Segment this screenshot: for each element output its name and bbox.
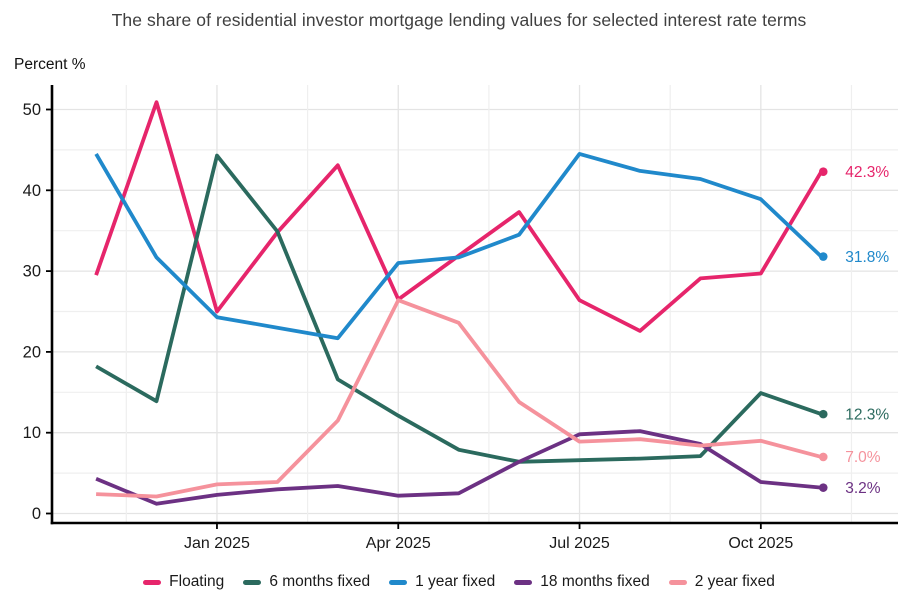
legend-label: 6 months fixed <box>269 573 371 590</box>
series-line-6-months-fixed <box>95 153 822 464</box>
end-label-floating: 42.3% <box>845 164 889 181</box>
legend-item-floating: Floating <box>143 573 224 591</box>
end-dot-floating <box>818 167 828 177</box>
end-dot-2-year-fixed <box>818 452 828 462</box>
legend-item-1-year-fixed: 1 year fixed <box>389 573 495 591</box>
y-axis-title: Percent % <box>14 56 86 73</box>
end-label-6-months-fixed: 12.3% <box>845 406 889 423</box>
end-dot-1-year-fixed <box>818 252 828 261</box>
y-tick-label: 20 <box>23 343 41 361</box>
y-tick-label: 10 <box>23 424 41 442</box>
legend-swatch-floating-icon <box>143 579 162 585</box>
y-tick-label: 30 <box>23 263 41 281</box>
end-label-18-months-fixed: 3.2% <box>845 480 881 497</box>
x-tick-label: Jan 2025 <box>184 535 250 552</box>
y-tick-label: 0 <box>32 505 41 523</box>
chart-title: The share of residential investor mortga… <box>111 10 807 30</box>
legend-swatch-1-year-fixed-icon <box>389 579 408 585</box>
end-label-2-year-fixed: 7.0% <box>845 449 881 466</box>
legend-swatch-6-months-fixed-icon <box>243 579 262 585</box>
end-dot-18-months-fixed <box>818 483 828 492</box>
legend-label: 2 year fixed <box>694 573 775 590</box>
x-tick-label: Jul 2025 <box>549 535 610 552</box>
end-dot-6-months-fixed <box>818 409 828 419</box>
legend-label: 18 months fixed <box>540 573 650 590</box>
end-label-1-year-fixed: 31.8% <box>845 249 889 266</box>
x-tick-label: Apr 2025 <box>366 535 431 552</box>
x-tick-label: Oct 2025 <box>728 535 793 552</box>
legend-item-18-months-fixed: 18 months fixed <box>514 573 650 591</box>
legend-label: Floating <box>169 573 225 590</box>
legend-swatch-18-months-fixed-icon <box>514 579 533 585</box>
legend-item-2-year-fixed: 2 year fixed <box>668 573 775 591</box>
legend-item-6-months-fixed: 6 months fixed <box>243 573 370 591</box>
legend: Floating 6 months fixed 1 year fixed 18 … <box>0 569 918 595</box>
y-tick-label: 40 <box>23 182 41 200</box>
series-line-1-year-fixed <box>94 151 823 341</box>
legend-swatch-2-year-fixed-icon <box>668 579 687 585</box>
series-line-2-year-fixed <box>96 298 822 499</box>
series-line-floating <box>94 100 823 333</box>
y-tick-label: 50 <box>23 101 41 119</box>
legend-label: 1 year fixed <box>415 573 496 590</box>
